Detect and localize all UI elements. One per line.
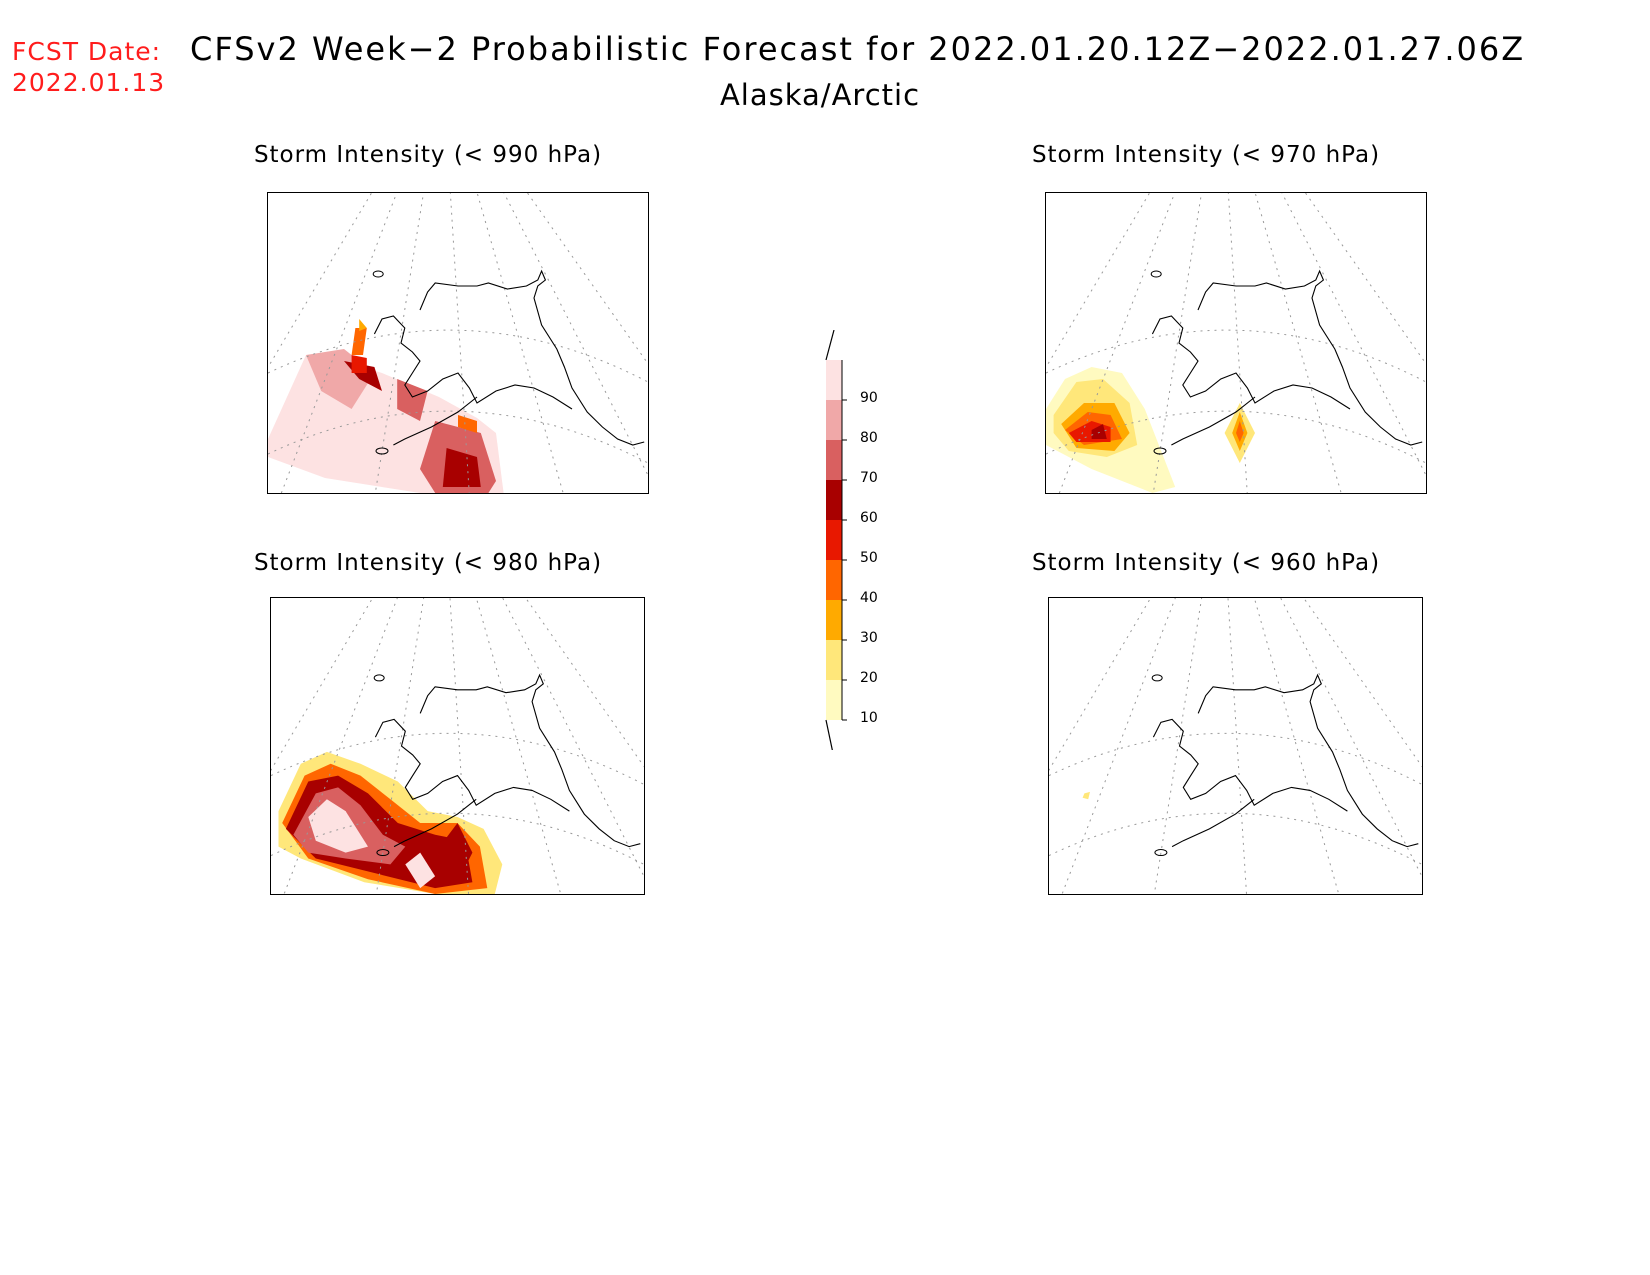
coastline-west <box>374 718 570 812</box>
prob-area-40 <box>351 328 367 355</box>
map-panel-970 <box>1045 192 1427 494</box>
colorbar-swatch-60 <box>826 480 842 520</box>
prob-area-60 <box>442 448 481 487</box>
colorbar-label-60: 60 <box>860 510 878 526</box>
island <box>1154 849 1168 857</box>
panel-title-970: Storm Intensity (< 970 hPa) <box>1031 142 1381 168</box>
aleutian-chain <box>1171 396 1256 446</box>
colorbar-label-20: 20 <box>860 670 878 686</box>
prob-area-60 <box>1091 424 1107 439</box>
aleutian-chain <box>1171 798 1255 848</box>
coastline-west <box>1151 315 1351 410</box>
prob-area-50 <box>351 355 367 373</box>
colorbar-bottom-arrow <box>825 719 833 750</box>
island <box>372 270 384 278</box>
graticule <box>271 598 644 894</box>
colorbar-label-50: 50 <box>860 550 878 566</box>
island <box>373 674 385 682</box>
island <box>1153 447 1167 455</box>
island <box>1150 270 1162 278</box>
colorbar-label-90: 90 <box>860 390 878 406</box>
island <box>375 447 389 455</box>
map-panel-980 <box>270 597 645 895</box>
colorbar-swatch-30 <box>826 600 842 640</box>
prob-area-40 <box>458 415 477 433</box>
prob-area-60 <box>435 823 473 883</box>
prob-area-30 <box>359 319 367 331</box>
colorbar-label-10: 10 <box>860 710 878 726</box>
map-panel-990 <box>267 192 649 494</box>
colorbar-swatch-70 <box>826 440 842 480</box>
island <box>376 849 390 857</box>
coastline-west <box>1152 718 1348 812</box>
colorbar-swatch-40 <box>826 560 842 600</box>
aleutian-chain <box>393 396 478 446</box>
page-subtitle: Alaska/Arctic <box>719 78 921 112</box>
colorbar-swatch-20 <box>826 640 842 680</box>
graticule <box>1049 598 1422 894</box>
colorbar-label-30: 30 <box>860 630 878 646</box>
colorbar-top-arrow <box>825 330 835 361</box>
fcst-date: 2022.01.13 <box>12 68 166 97</box>
panel-title-960: Storm Intensity (< 960 hPa) <box>1031 550 1381 576</box>
coastline-north <box>1197 673 1419 848</box>
colorbar-swatch-90 <box>826 360 842 400</box>
prob-area-90 <box>405 852 436 889</box>
colorbar-label-70: 70 <box>860 470 878 486</box>
coastline-west <box>373 315 573 410</box>
panel-title-980: Storm Intensity (< 980 hPa) <box>253 550 603 576</box>
page-title: CFSv2 Week−2 Probabilistic Forecast for … <box>190 30 1526 68</box>
prob-area-40 <box>1236 421 1244 442</box>
colorbar-label-40: 40 <box>860 590 878 606</box>
forecast-date-label: FCST Date: 2022.01.13 <box>12 36 165 98</box>
prob-area-20 <box>1082 791 1090 800</box>
colorbar-swatch-80 <box>826 400 842 440</box>
prob-area-70 <box>397 379 428 421</box>
coastline-north <box>1197 269 1423 446</box>
coastline-north <box>419 673 641 848</box>
aleutian-chain <box>393 798 477 848</box>
coastline-north <box>419 269 645 446</box>
prob-area-90 <box>308 799 368 853</box>
color-scale-legend <box>825 330 847 750</box>
colorbar-swatch-50 <box>826 520 842 560</box>
fcst-label: FCST Date: <box>12 37 162 66</box>
panel-title-990: Storm Intensity (< 990 hPa) <box>253 142 603 168</box>
colorbar-swatch-10 <box>826 680 842 720</box>
colorbar-label-80: 80 <box>860 430 878 446</box>
island <box>1151 674 1163 682</box>
map-panel-960 <box>1048 597 1423 895</box>
